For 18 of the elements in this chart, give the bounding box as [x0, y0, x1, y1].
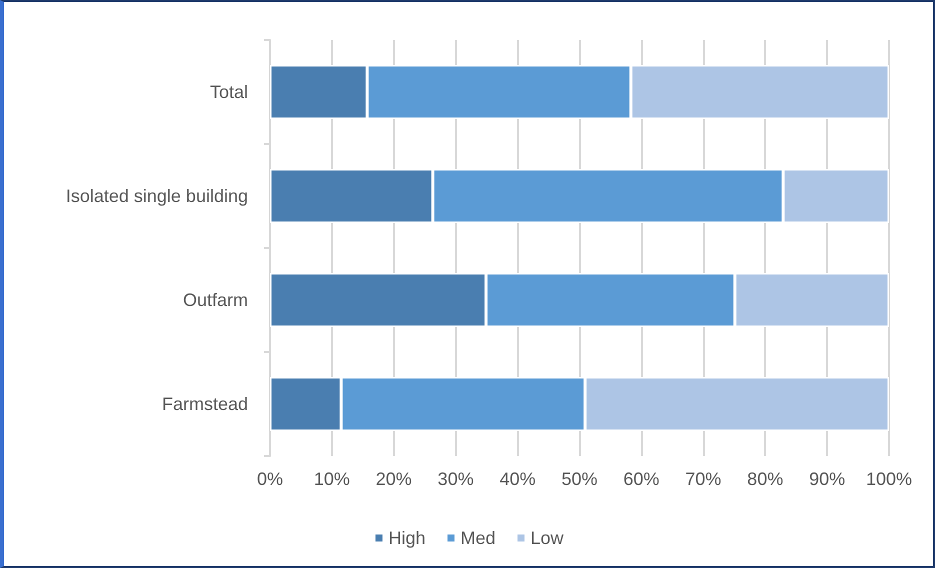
legend-label: Low: [530, 528, 565, 548]
y-tick-label: Outfarm: [182, 290, 248, 310]
x-tick-label: 0%: [256, 469, 284, 489]
y-tick-label: Total: [210, 82, 248, 102]
x-tick-label: 30%: [438, 469, 474, 489]
x-tick-label: 20%: [376, 469, 412, 489]
x-tick-label: 80%: [747, 469, 784, 489]
x-tick-label: 50%: [561, 469, 598, 489]
x-tick-label: 10%: [314, 469, 350, 489]
x-tick-label: 40%: [500, 469, 536, 489]
legend-label: Med: [460, 528, 496, 548]
x-tick-label: 70%: [685, 469, 722, 489]
x-tick-label: 60%: [623, 469, 660, 489]
legend-label: High: [388, 528, 426, 548]
x-tick-label: 100%: [866, 469, 912, 489]
x-tick-label: 90%: [809, 469, 846, 489]
y-tick-label: Isolated single building: [66, 186, 248, 206]
y-tick-label: Farmstead: [162, 394, 248, 414]
